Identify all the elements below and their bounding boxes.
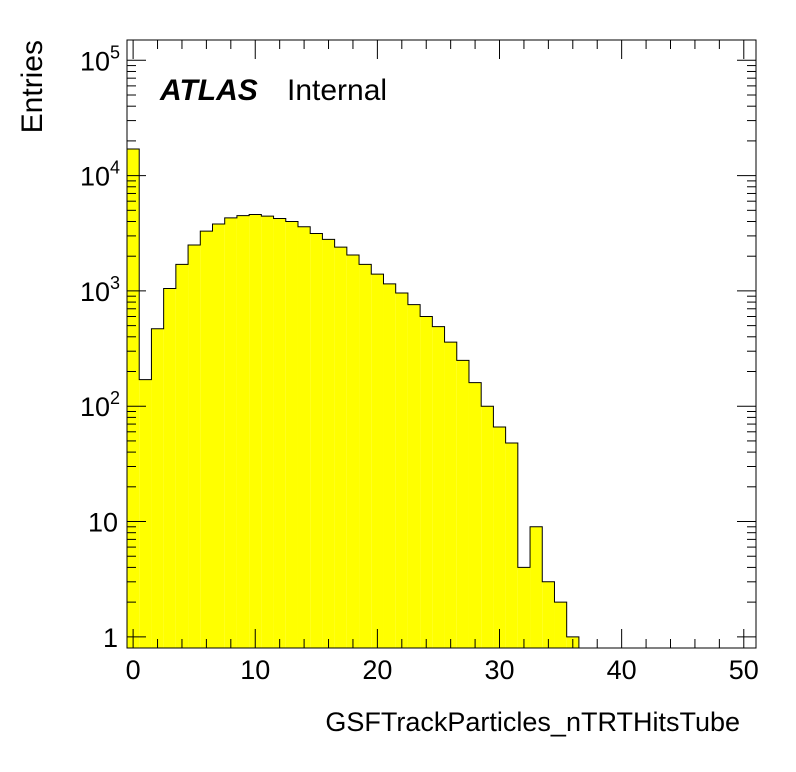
x-axis-label: GSFTrackParticles_nTRTHitsTube — [325, 707, 740, 737]
histogram-bar — [249, 214, 262, 648]
y-axis-label: Entries — [16, 40, 49, 133]
histogram-bar — [554, 602, 567, 648]
histogram-bar — [359, 264, 372, 648]
y-tick-label: 104 — [80, 158, 120, 192]
y-tick-label: 1 — [103, 623, 118, 653]
x-tick-label: 50 — [729, 655, 759, 685]
y-tick-label: 102 — [80, 388, 120, 422]
histogram-bar — [334, 247, 347, 648]
y-tick-label: 103 — [80, 273, 120, 307]
histogram-bar — [200, 231, 213, 648]
histogram-bar — [371, 274, 384, 648]
y-tick-label: 105 — [80, 42, 120, 76]
histogram-bar — [395, 292, 408, 648]
y-axis-ticks — [127, 59, 756, 638]
histogram-bar — [346, 254, 360, 648]
x-tick-label: 20 — [362, 655, 392, 685]
histogram-bar — [493, 427, 506, 648]
histogram-bar — [456, 360, 469, 648]
histogram-bar — [444, 342, 457, 648]
histogram-bar — [407, 304, 421, 648]
histogram-bar — [322, 239, 335, 649]
histogram-bar — [517, 567, 531, 648]
histogram-bar — [261, 216, 274, 649]
histogram-bar — [481, 406, 494, 648]
x-axis-ticks — [132, 40, 745, 648]
x-tick-label: 10 — [240, 655, 270, 685]
histogram-bar — [310, 233, 323, 648]
histogram-bar — [542, 581, 555, 648]
histogram-bar — [432, 326, 445, 648]
histogram-bar — [224, 217, 237, 648]
histogram-bar — [505, 442, 518, 648]
x-axis-tick-labels: 0 10 20 30 40 50 — [126, 655, 759, 685]
histogram-bars — [126, 148, 580, 649]
x-tick-label: 40 — [607, 655, 637, 685]
y-tick-label: 10 — [88, 508, 118, 538]
plot-frame — [126, 39, 757, 649]
x-tick-label: 30 — [484, 655, 514, 685]
histogram-bar — [212, 224, 225, 648]
histogram-bar — [297, 226, 311, 649]
histogram-bar — [127, 149, 140, 648]
histogram-bar — [273, 218, 286, 648]
histogram-bar — [236, 215, 250, 648]
internal-label: Internal — [287, 74, 387, 107]
atlas-label: ATLAS — [159, 74, 258, 107]
histogram-bar — [163, 288, 176, 648]
histogram-bar — [139, 379, 152, 648]
histogram-bar — [175, 264, 189, 648]
histogram-bar — [530, 526, 543, 648]
histogram-bar — [151, 328, 164, 648]
histogram-bar — [188, 245, 201, 649]
histogram-bar — [468, 382, 482, 648]
histogram-bar — [285, 221, 298, 648]
histogram-bar — [383, 283, 396, 648]
histogram-outline — [126, 148, 580, 648]
histogram-bar — [420, 316, 433, 648]
x-tick-label: 0 — [126, 655, 141, 685]
